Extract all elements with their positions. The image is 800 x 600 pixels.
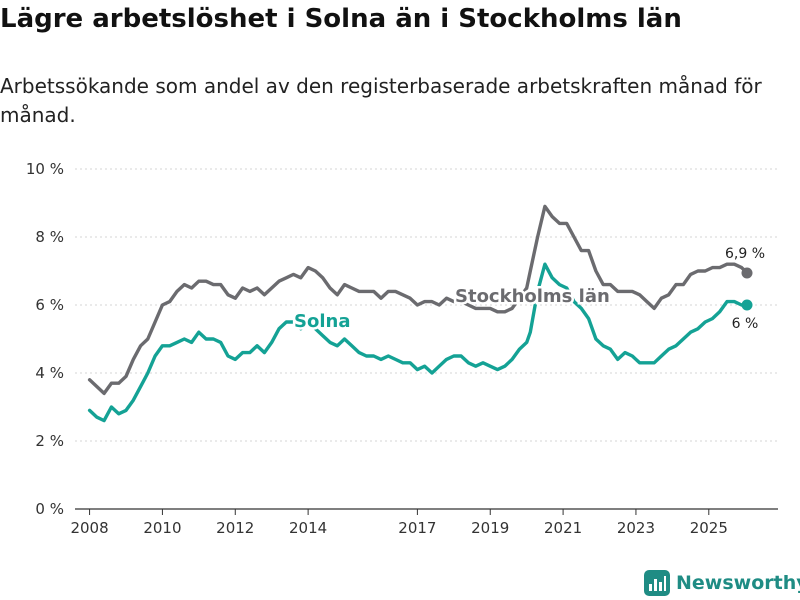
- x-tick-label: 2023: [617, 519, 655, 537]
- gridlines: [75, 168, 778, 510]
- y-tick-label: 10 %: [26, 160, 64, 178]
- x-tick-label: 2014: [289, 519, 327, 537]
- end-label-solna: 6 %: [732, 316, 759, 332]
- end-point-solna: [741, 299, 753, 311]
- y-tick-label: 4 %: [35, 364, 64, 382]
- series-label-solna: Solna: [294, 311, 350, 332]
- y-tick-label: 8 %: [35, 228, 64, 246]
- x-tick-label: 2025: [690, 519, 728, 537]
- end-point-stockholm: [741, 267, 753, 279]
- series-lines: [87, 204, 751, 423]
- x-tick-label: 2019: [471, 519, 509, 537]
- series-line-stockholm: [87, 204, 751, 396]
- brand-name: Newsworthy: [676, 572, 800, 594]
- y-tick-label: 0 %: [35, 500, 64, 518]
- series-label-stockholm: Stockholms län: [455, 286, 610, 307]
- x-tick-label: 2010: [143, 519, 181, 537]
- page-subtitle: Arbetssökande som andel av den registerb…: [0, 74, 762, 127]
- end-label-stockholm: 6,9 %: [725, 246, 765, 262]
- bar-chart-logo-icon: [644, 570, 670, 596]
- x-tick-label: 2017: [398, 519, 436, 537]
- page-title: Lägre arbetslöshet i Solna än i Stockhol…: [0, 4, 682, 34]
- y-tick-label: 6 %: [35, 296, 64, 314]
- brand-logo: Newsworthy: [644, 570, 800, 596]
- y-tick-label: 2 %: [35, 432, 64, 450]
- x-tick-label: 2021: [544, 519, 582, 537]
- y-axis: 0 % 2 % 4 % 6 % 8 % 10 %: [26, 160, 64, 518]
- series-line-solna: [87, 262, 751, 423]
- x-tick-label: 2012: [216, 519, 254, 537]
- x-tick-label: 2008: [70, 519, 108, 537]
- x-axis: 2008 2010 2012 2014 2017 2019 2021 2023 2025: [70, 509, 728, 537]
